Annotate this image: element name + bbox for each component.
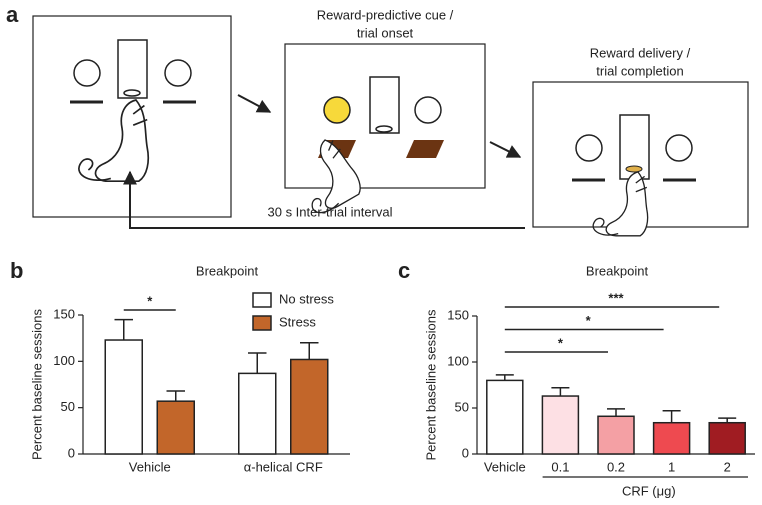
bar [652, 421, 691, 455]
cue-light [665, 134, 693, 162]
cue-light [164, 59, 192, 87]
chart-title: Breakpoint [196, 263, 259, 278]
x-tick-label: 2 [724, 459, 731, 474]
bar [290, 358, 329, 455]
cue-light-on [323, 96, 351, 124]
cue-light [73, 59, 101, 87]
y-tick-label: 50 [455, 399, 469, 414]
magazine [117, 39, 148, 99]
arrow [489, 141, 522, 158]
legend-label: Stress [279, 314, 316, 329]
significance-label: * [147, 293, 153, 308]
x-tick-label: 0.1 [551, 459, 569, 474]
legend-swatch [252, 315, 272, 331]
panel-label: b [10, 258, 23, 283]
panel-label: a [6, 2, 19, 27]
significance-label: *** [608, 290, 624, 305]
x-tick-label: 0.2 [607, 459, 625, 474]
diagram: a Reward-predictive cue / trial onset Re… [6, 2, 749, 237]
magazine [369, 76, 400, 134]
x-axis-label: CRF (μg) [622, 483, 676, 498]
cup [375, 125, 393, 133]
x-tick-label: 1 [668, 459, 675, 474]
arrow [237, 94, 272, 113]
box-title: trial completion [596, 63, 683, 78]
box-title: trial onset [357, 25, 414, 40]
bar [541, 395, 580, 455]
x-tick-label: Vehicle [129, 459, 171, 474]
chart-title: Breakpoint [586, 263, 649, 278]
interval-label: 30 s Inter-trial interval [268, 204, 393, 219]
y-tick-label: 100 [53, 353, 75, 368]
bar [104, 339, 143, 455]
bar [486, 379, 524, 455]
bar [156, 400, 195, 455]
y-tick-label: 150 [53, 306, 75, 321]
significance-label: * [558, 335, 564, 350]
y-tick-label: 150 [447, 307, 469, 322]
box-title: Reward-predictive cue / [317, 7, 454, 22]
lever [406, 140, 444, 158]
chamber [284, 43, 486, 189]
x-tick-label: Vehicle [484, 459, 526, 474]
cue-light [414, 96, 442, 124]
cue-light [575, 134, 603, 162]
y-axis-label: Percent baseline sessions [423, 309, 438, 461]
y-tick-label: 100 [447, 353, 469, 368]
y-tick-label: 50 [61, 399, 75, 414]
panel-label: c [398, 258, 410, 283]
cup [123, 89, 141, 97]
legend-label: No stress [279, 291, 334, 306]
loop-arrow [123, 170, 525, 229]
bar [597, 415, 635, 455]
significance-label: * [586, 313, 592, 328]
x-tick-label: α-helical CRF [244, 459, 323, 474]
y-axis-label: Percent baseline sessions [29, 308, 44, 460]
y-tick-label: 0 [68, 445, 75, 460]
bar [708, 421, 746, 455]
legend-swatch [252, 292, 272, 308]
bar [238, 372, 277, 455]
y-tick-label: 0 [462, 445, 469, 460]
reward [625, 165, 643, 173]
box-title: Reward delivery / [590, 45, 691, 60]
